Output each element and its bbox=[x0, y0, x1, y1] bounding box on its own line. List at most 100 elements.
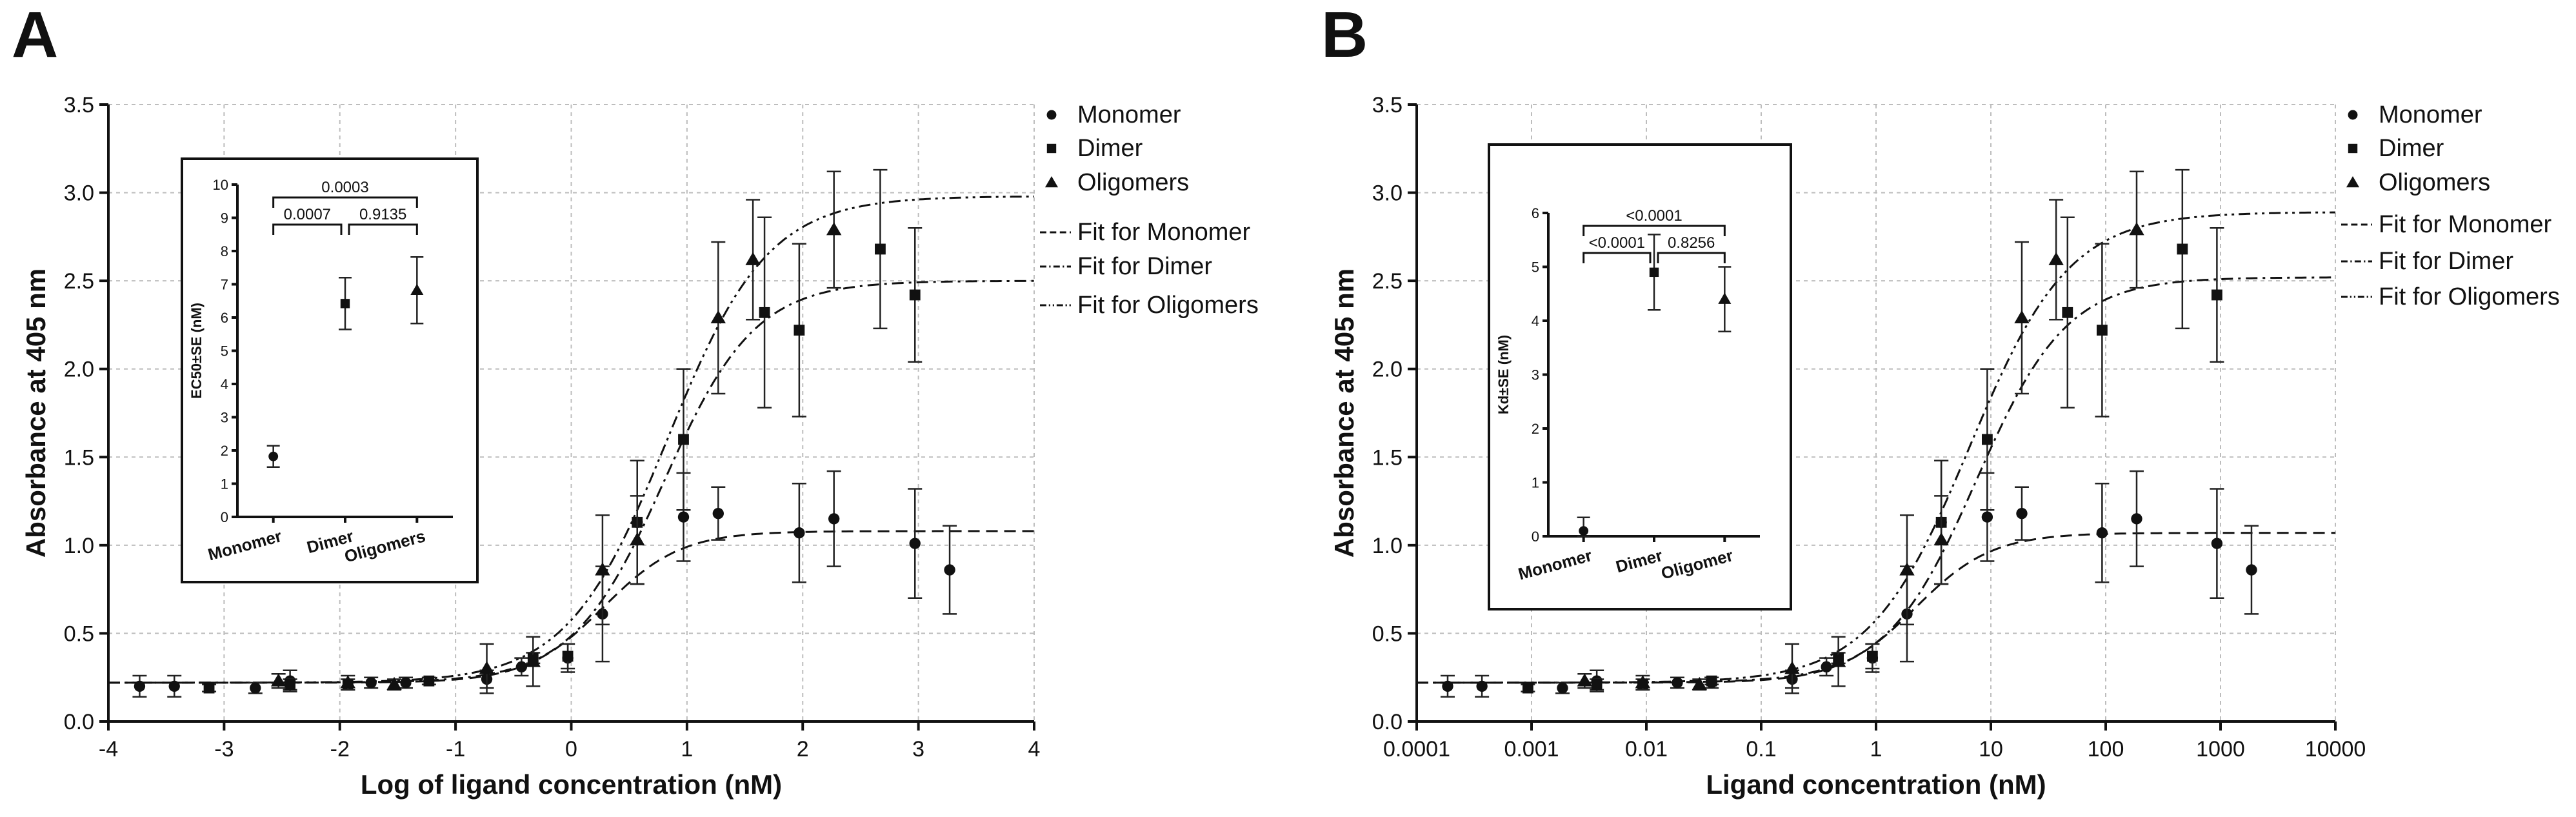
inset-y-tick-label: 1 bbox=[1532, 475, 1539, 491]
legend-marker-oligomers bbox=[1044, 176, 1059, 188]
inset-y-tick-label: 8 bbox=[221, 243, 228, 259]
legend-label: Oligomers bbox=[1077, 169, 1189, 196]
inset-y-tick-label: 2 bbox=[221, 443, 228, 459]
data-point-oligomers bbox=[340, 675, 356, 689]
legend-label: Fit for Monomer bbox=[1077, 219, 1251, 246]
data-point-dimer bbox=[423, 675, 435, 687]
inset-point-monomer bbox=[268, 451, 279, 461]
significance-bracket bbox=[1583, 225, 1726, 236]
x-tick-label: 1 bbox=[681, 737, 693, 762]
data-point-monomer bbox=[944, 564, 955, 576]
data-point-dimer bbox=[203, 682, 215, 694]
data-point-monomer bbox=[677, 511, 690, 523]
inset-y-tick-label: 1 bbox=[221, 476, 228, 492]
y-tick-label: 1.0 bbox=[64, 534, 94, 558]
legend-marker-dimer bbox=[2348, 143, 2358, 154]
legend-marker-oligomers bbox=[2346, 176, 2360, 188]
data-point-oligomers bbox=[525, 654, 541, 667]
data-point-monomer bbox=[2211, 538, 2223, 549]
data-point-dimer bbox=[2211, 289, 2222, 301]
data-point-oligomers bbox=[386, 676, 402, 691]
data-point-dimer bbox=[759, 307, 770, 318]
x-tick-label: -3 bbox=[214, 737, 234, 762]
x-tick-label: -1 bbox=[446, 737, 465, 762]
x-tick-label: 0.01 bbox=[1625, 737, 1668, 762]
inset-y-tick-label: 2 bbox=[1532, 421, 1539, 437]
inset-y-tick-label: 5 bbox=[1532, 259, 1539, 276]
data-point-monomer bbox=[2096, 527, 2108, 539]
data-point-oligomers bbox=[630, 532, 645, 546]
data-point-oligomers bbox=[2048, 252, 2064, 265]
x-tick-label: 0 bbox=[565, 737, 577, 762]
legend-label: Dimer bbox=[2379, 135, 2444, 162]
data-point-monomer bbox=[2131, 513, 2142, 525]
inset-point-oligomers bbox=[410, 283, 424, 296]
legend-marker-monomer bbox=[1046, 110, 1057, 120]
significance-bracket bbox=[348, 223, 418, 235]
data-point-dimer bbox=[1706, 675, 1717, 687]
data-point-oligomers bbox=[1635, 675, 1651, 689]
inset-y-tick-label: 5 bbox=[221, 343, 228, 359]
significance-pvalue: 0.0007 bbox=[284, 206, 331, 223]
data-point-monomer bbox=[794, 527, 805, 539]
data-point-oligomers bbox=[2129, 222, 2144, 236]
inset-y-tick-label: 3 bbox=[1532, 367, 1539, 383]
y-tick-label: 2.0 bbox=[64, 358, 94, 382]
legend-label: Oligomers bbox=[2379, 169, 2490, 196]
legend-label: Fit for Dimer bbox=[1077, 253, 1212, 280]
data-point-monomer bbox=[134, 680, 146, 692]
data-point-monomer bbox=[1442, 680, 1453, 692]
significance-bracket bbox=[272, 223, 343, 235]
data-point-dimer bbox=[1522, 682, 1533, 694]
data-point-dimer bbox=[2096, 325, 2108, 336]
inset-y-tick-label: 6 bbox=[1532, 205, 1539, 221]
data-point-dimer bbox=[562, 651, 574, 662]
data-point-monomer bbox=[365, 677, 377, 689]
inset-y-axis-label: EC50±SE (nM) bbox=[188, 303, 205, 399]
significance-pvalue: 0.0003 bbox=[321, 179, 368, 196]
data-point-monomer bbox=[2016, 508, 2028, 519]
legend-marker-dimer bbox=[1046, 143, 1057, 154]
data-point-dimer bbox=[2177, 243, 2188, 255]
x-tick-label: 10 bbox=[1979, 737, 2003, 762]
data-point-dimer bbox=[1866, 651, 1878, 662]
legend-marker-monomer bbox=[2348, 110, 2358, 120]
y-tick-label: 0.0 bbox=[64, 710, 94, 734]
y-tick-label: 0.5 bbox=[64, 621, 94, 646]
x-tick-label: 100 bbox=[2088, 737, 2124, 762]
data-point-oligomers bbox=[1933, 532, 1949, 546]
data-point-oligomers bbox=[710, 310, 726, 324]
inset-y-tick-label: 4 bbox=[1532, 313, 1539, 329]
x-tick-label: 10000 bbox=[2305, 737, 2366, 762]
inset-point-monomer bbox=[1579, 526, 1589, 536]
legend-label: Dimer bbox=[1077, 135, 1143, 162]
y-tick-label: 3.0 bbox=[1372, 181, 1403, 206]
inset-y-tick-label: 9 bbox=[221, 210, 228, 227]
data-point-oligomers bbox=[1830, 654, 1846, 667]
data-point-dimer bbox=[794, 325, 805, 336]
legend-label: Fit for Monomer bbox=[2379, 211, 2552, 238]
x-tick-label: 4 bbox=[1028, 737, 1041, 762]
y-axis-label: Absorbance at 405 nm bbox=[1329, 268, 1359, 558]
data-point-oligomers bbox=[826, 222, 842, 236]
data-point-dimer bbox=[1981, 434, 1993, 445]
data-point-oligomers bbox=[1577, 673, 1593, 687]
data-point-oligomers bbox=[595, 562, 610, 576]
data-point-monomer bbox=[1557, 682, 1568, 694]
x-tick-label: 2 bbox=[797, 737, 809, 762]
x-tick-label: 1000 bbox=[2196, 737, 2245, 762]
inset-point-oligomer bbox=[1718, 292, 1732, 304]
y-tick-label: 1.5 bbox=[64, 445, 94, 470]
x-tick-label: 3 bbox=[912, 737, 924, 762]
inset-point-dimer bbox=[340, 299, 350, 308]
inset-frame bbox=[1488, 143, 1792, 610]
data-point-dimer bbox=[909, 289, 921, 301]
y-tick-label: 2.5 bbox=[1372, 269, 1403, 294]
inset-y-tick-label: 6 bbox=[221, 310, 228, 326]
y-tick-label: 1.0 bbox=[1372, 534, 1403, 558]
inset-y-tick-label: 4 bbox=[221, 376, 228, 392]
inset-point-dimer bbox=[1649, 267, 1659, 277]
y-tick-label: 0.5 bbox=[1372, 621, 1403, 646]
inset-y-tick-label: 0 bbox=[1532, 529, 1539, 545]
